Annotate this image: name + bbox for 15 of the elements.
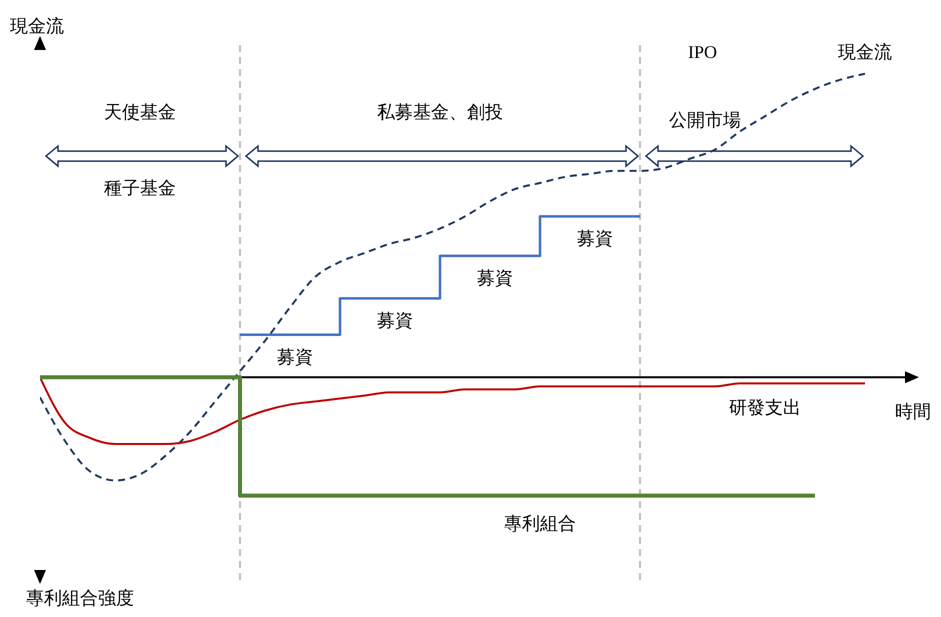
annotation: 天使基金 (104, 102, 176, 122)
text: IPO (688, 42, 718, 62)
annotation: 募資 (577, 228, 613, 248)
series-label: 研發支出 (729, 397, 801, 418)
series-label: 專利組合 (504, 514, 576, 534)
y-axis-title: 現金流 (10, 16, 64, 36)
x-axis-title: 時間 (895, 401, 931, 422)
annotation: 私募基金、創投 (377, 102, 503, 122)
annotation: 種子基金 (104, 178, 176, 198)
series-label: 現金流 (838, 42, 892, 62)
text: 專利組合強度 (26, 588, 134, 608)
annotation: 募資 (377, 310, 413, 330)
annotation: 募資 (277, 346, 313, 367)
annotation: 公開市場 (669, 110, 741, 130)
annotation: 募資 (477, 268, 513, 288)
